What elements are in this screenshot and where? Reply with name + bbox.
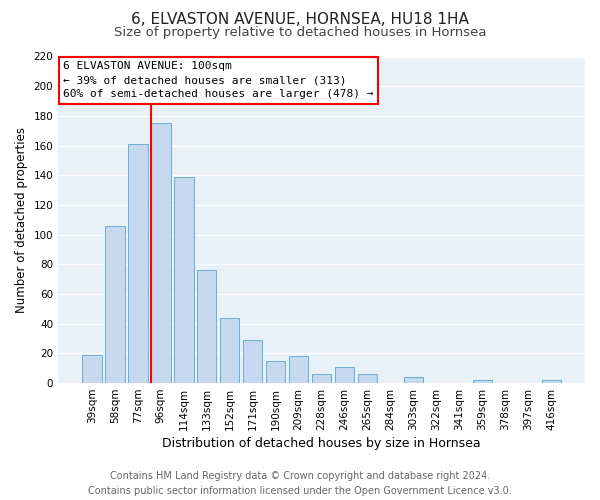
Bar [404,377,423,383]
Bar [266,361,286,383]
Bar [312,374,331,383]
Bar [151,124,170,383]
Text: Size of property relative to detached houses in Hornsea: Size of property relative to detached ho… [114,26,486,39]
Text: 6, ELVASTON AVENUE, HORNSEA, HU18 1HA: 6, ELVASTON AVENUE, HORNSEA, HU18 1HA [131,12,469,28]
Bar [335,366,355,383]
Bar [197,270,217,383]
Text: Contains HM Land Registry data © Crown copyright and database right 2024.
Contai: Contains HM Land Registry data © Crown c… [88,471,512,496]
Text: 6 ELVASTON AVENUE: 100sqm
← 39% of detached houses are smaller (313)
60% of semi: 6 ELVASTON AVENUE: 100sqm ← 39% of detac… [64,62,374,100]
Bar [542,380,561,383]
Bar [358,374,377,383]
Bar [174,176,194,383]
Bar [105,226,125,383]
Bar [220,318,239,383]
Bar [82,355,101,383]
Bar [128,144,148,383]
Y-axis label: Number of detached properties: Number of detached properties [15,127,28,313]
Bar [473,380,492,383]
Bar [289,356,308,383]
Bar [243,340,262,383]
X-axis label: Distribution of detached houses by size in Hornsea: Distribution of detached houses by size … [162,437,481,450]
